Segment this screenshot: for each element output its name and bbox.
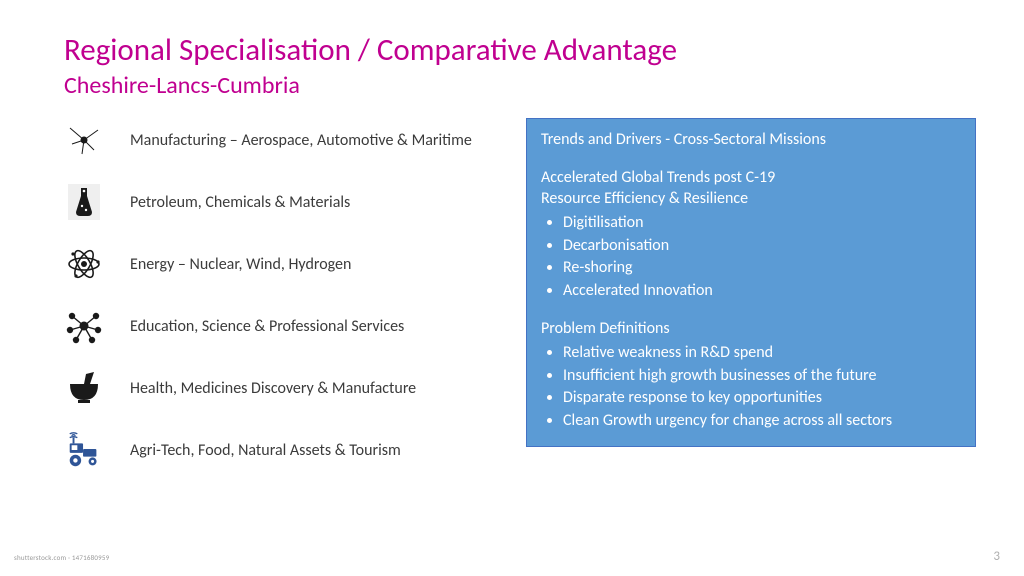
neuron-icon [64, 120, 104, 160]
mortar-icon [64, 368, 104, 408]
slide-subtitle: Cheshire-Lancs-Cumbria [64, 71, 976, 100]
panel-bullet: Insufficient high growth businesses of t… [563, 365, 961, 387]
panel-section1-line: Accelerated Global Trends post C-19 [541, 167, 961, 189]
sector-label: Manufacturing – Aerospace, Automotive & … [130, 131, 472, 150]
sector-item: Energy – Nuclear, Wind, Hydrogen [64, 244, 504, 284]
sector-label: Agri-Tech, Food, Natural Assets & Touris… [130, 441, 401, 460]
sector-item: Education, Science & Professional Servic… [64, 306, 504, 346]
sector-label: Education, Science & Professional Servic… [130, 317, 404, 336]
panel-bullet: Re-shoring [563, 257, 961, 279]
sector-item: Manufacturing – Aerospace, Automotive & … [64, 120, 504, 160]
nodes-icon [64, 306, 104, 346]
slide-title: Regional Specialisation / Comparative Ad… [64, 32, 976, 69]
sector-list: Manufacturing – Aerospace, Automotive & … [64, 118, 504, 470]
panel-section1-line: Resource Efficiency & Resilience [541, 188, 961, 210]
sector-item: Petroleum, Chemicals & Materials [64, 182, 504, 222]
panel-bullet: Clean Growth urgency for change across a… [563, 410, 961, 432]
panel-bullet: Relative weakness in R&D spend [563, 342, 961, 364]
atom-icon [64, 244, 104, 284]
panel-section1-list: DigitilisationDecarbonisationRe-shoringA… [541, 212, 961, 301]
right-column: Trends and Drivers - Cross-Sectoral Miss… [526, 118, 976, 447]
tractor-icon [64, 430, 104, 470]
page-number: 3 [993, 549, 1000, 564]
panel-bullet: Decarbonisation [563, 235, 961, 257]
panel-section2-list: Relative weakness in R&D spendInsufficie… [541, 342, 961, 431]
flask-icon [64, 182, 104, 222]
sector-label: Petroleum, Chemicals & Materials [130, 193, 350, 212]
sector-label: Health, Medicines Discovery & Manufactur… [130, 379, 416, 398]
sector-item: Agri-Tech, Food, Natural Assets & Touris… [64, 430, 504, 470]
panel-bullet: Disparate response to key opportunities [563, 387, 961, 409]
panel-bullet: Accelerated Innovation [563, 280, 961, 302]
watermark-text: shutterstock.com · 1471680959 [14, 553, 109, 562]
content-row: Manufacturing – Aerospace, Automotive & … [64, 118, 976, 470]
panel-bullet: Digitilisation [563, 212, 961, 234]
trends-panel: Trends and Drivers - Cross-Sectoral Miss… [526, 118, 976, 447]
panel-section2-head: Problem Definitions [541, 318, 961, 340]
panel-title: Trends and Drivers - Cross-Sectoral Miss… [541, 129, 961, 151]
sector-label: Energy – Nuclear, Wind, Hydrogen [130, 255, 351, 274]
slide: Regional Specialisation / Comparative Ad… [0, 0, 1024, 576]
sector-item: Health, Medicines Discovery & Manufactur… [64, 368, 504, 408]
